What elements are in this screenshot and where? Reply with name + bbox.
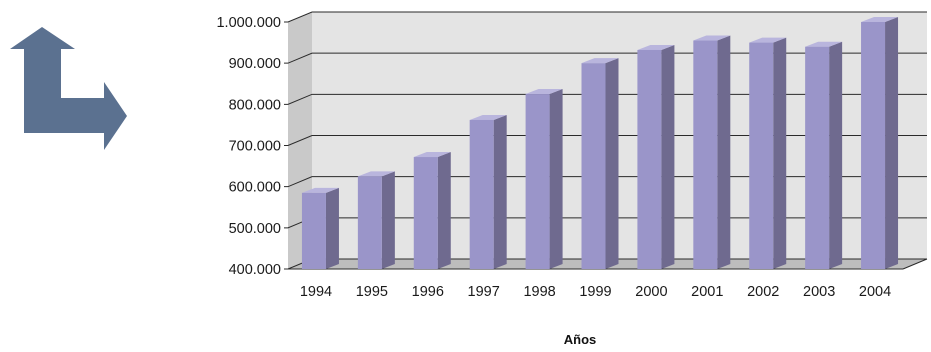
bar: [581, 58, 619, 269]
bar-side: [493, 114, 507, 269]
bar-top: [861, 17, 899, 22]
y-tick-label: 600.000: [229, 180, 281, 196]
y-tick-label: 1.000.000: [216, 15, 281, 31]
bar-side: [549, 89, 563, 270]
bar-front: [861, 22, 886, 269]
bar-side: [325, 187, 339, 269]
gridline: [284, 11, 927, 23]
y-tick-label: 700.000: [229, 139, 281, 155]
bar-side: [885, 17, 899, 269]
bar-top: [469, 114, 507, 120]
turn-up-right-arrow-icon: [10, 27, 127, 150]
x-tick-label: 1997: [468, 284, 500, 300]
bar-front: [805, 46, 830, 270]
x-tick-label: 1999: [579, 284, 611, 300]
bar-front: [357, 176, 382, 269]
bar-side: [829, 41, 843, 270]
x-axis-ticks: 1994 1995 1996 1997 1998 1999 2000 2001 2002 2003…: [300, 284, 891, 300]
gridline: [284, 135, 927, 146]
bar-front: [581, 63, 606, 269]
x-tick-label: 2000: [635, 284, 667, 300]
gridline: [284, 93, 927, 105]
bar-top: [693, 35, 731, 41]
bar: [637, 44, 675, 269]
x-axis-title: Años: [564, 332, 597, 347]
bar-front: [637, 49, 662, 269]
bar-front: [301, 192, 326, 269]
bar: [357, 171, 395, 269]
bar-top: [357, 171, 395, 177]
bar-front: [413, 157, 438, 269]
bar-top: [413, 152, 451, 158]
bar-front: [469, 119, 494, 269]
x-tick-label: 2001: [691, 284, 723, 300]
gridline: [284, 258, 927, 270]
gridline: [284, 217, 927, 229]
bar-front: [525, 94, 550, 270]
bar-top: [805, 41, 843, 47]
bar-side: [717, 35, 731, 270]
x-tick-label: 1996: [412, 284, 444, 300]
bar: [693, 35, 731, 270]
bar-top: [301, 187, 339, 193]
y-tick-label: 500.000: [229, 221, 281, 237]
bar-top: [749, 37, 787, 43]
bar-side: [437, 152, 451, 269]
y-tick-label: 400.000: [229, 262, 281, 278]
bar: [749, 37, 787, 270]
bar: [861, 17, 899, 269]
x-tick-label: 2003: [803, 284, 835, 300]
turn-arrow-icon: [0, 0, 140, 170]
bar: [469, 114, 507, 269]
x-tick-label: 2004: [859, 284, 891, 300]
bar-top: [581, 58, 619, 64]
bar-top: [525, 89, 563, 95]
bar-side: [661, 44, 675, 269]
bar-front: [693, 40, 718, 270]
x-axis-line-depth: [902, 258, 928, 270]
y-axis-ticks: 400.000 500.000 600.000 700.000 800.000 900.0…: [216, 15, 281, 278]
y-tick-label: 900.000: [229, 56, 281, 72]
bar: [301, 187, 339, 269]
bar: [805, 41, 843, 270]
y-tick-label: 800.000: [229, 97, 281, 113]
bar-side: [381, 171, 395, 269]
gridline: [284, 52, 927, 64]
x-tick-label: 1995: [356, 284, 388, 300]
bar-front: [749, 42, 774, 270]
bar: [413, 152, 451, 269]
bar-side: [605, 58, 619, 269]
bar-side: [773, 37, 787, 270]
x-tick-label: 1998: [523, 284, 555, 300]
bar: [525, 89, 563, 270]
x-tick-label: 1994: [300, 284, 332, 300]
bar-top: [637, 44, 675, 50]
x-tick-label: 2002: [747, 284, 779, 300]
gridline: [284, 176, 927, 188]
chart-bars: [301, 17, 899, 270]
